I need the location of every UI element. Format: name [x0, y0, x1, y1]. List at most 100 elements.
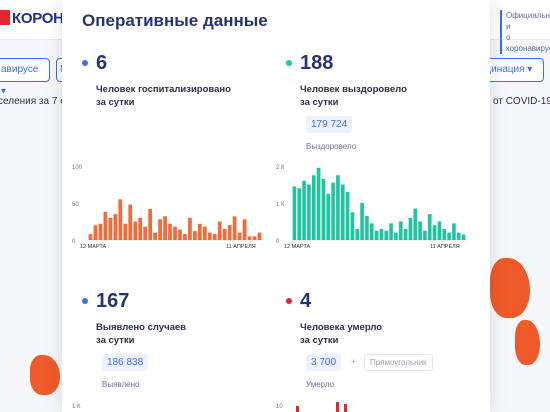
bar	[158, 219, 162, 240]
bar	[183, 234, 187, 240]
bar	[360, 203, 364, 240]
total-label: Выздоровело	[306, 142, 357, 151]
plus-icon: +	[351, 357, 356, 366]
bar	[88, 234, 93, 240]
bar	[307, 184, 311, 240]
detected-chart: 1 К	[70, 398, 270, 412]
bar	[108, 217, 113, 240]
stat-recovered: 188 Человек выздоровело за сутки 179 724…	[286, 52, 476, 162]
bar	[384, 230, 389, 240]
official-info-text: Официальный и о коронавирусе	[500, 10, 550, 54]
operational-data-modal: Оперативные данные 6 Человек госпитализи…	[62, 0, 490, 412]
stat-detected: 167 Выявлено случаев за сутки 186 838 Вы…	[82, 290, 272, 400]
background-text-left: селения за 7 сут	[0, 96, 75, 107]
bar	[336, 175, 340, 240]
stat-label: Человек выздоровело за сутки	[300, 84, 407, 108]
bar	[138, 217, 143, 240]
dot-icon	[286, 298, 292, 304]
bar	[442, 228, 447, 240]
bar	[118, 199, 123, 240]
stat-value: 188	[300, 52, 334, 74]
stat-value: 4	[300, 290, 312, 312]
chart-svg: 1 К	[72, 404, 81, 410]
dot-icon	[82, 298, 88, 304]
map-region	[30, 355, 60, 395]
total-label: Умерло	[306, 380, 335, 389]
bar	[292, 186, 297, 240]
bar	[143, 226, 148, 240]
nav-dropdown-left[interactable]: авирусе ▾	[0, 58, 50, 97]
bar	[355, 228, 360, 240]
y-tick-label: 2 К	[276, 165, 285, 171]
bar	[336, 402, 339, 412]
bar	[296, 406, 299, 412]
total-label: Выявлено	[102, 380, 140, 389]
recovered-chart: 2 К 1 К 0 12 МАРТА 11 АПРЕЛЯ	[274, 160, 474, 252]
y-tick-label: 0	[276, 239, 280, 245]
bar	[212, 234, 217, 240]
stat-label: Человек госпитализировано за сутки	[96, 84, 231, 108]
chart-svg: 10	[276, 402, 347, 412]
bar	[350, 212, 355, 240]
bar	[389, 223, 393, 240]
bar	[197, 223, 202, 240]
bar	[432, 225, 437, 240]
bar	[413, 208, 418, 240]
bar	[237, 232, 242, 240]
bar	[227, 225, 232, 240]
bar	[222, 228, 227, 240]
bar	[123, 223, 128, 240]
bar	[257, 232, 262, 240]
map-region	[490, 258, 530, 318]
bar	[344, 404, 347, 412]
y-tick-label: 1 К	[72, 404, 81, 410]
deaths-chart: 10	[274, 398, 474, 412]
bar	[345, 191, 350, 240]
bar	[331, 182, 335, 240]
y-tick-label: 1 К	[276, 202, 285, 208]
y-tick-label: 50	[72, 202, 79, 208]
bar	[311, 175, 316, 240]
bar	[437, 221, 442, 240]
x-end-label: 11 АПРЕЛЯ	[226, 244, 256, 250]
bar	[340, 184, 345, 240]
bar	[374, 230, 379, 240]
bar	[178, 229, 182, 240]
bar	[93, 225, 98, 240]
bar	[247, 236, 252, 240]
bar	[98, 223, 103, 240]
bar	[217, 221, 222, 240]
y-tick-label: 10	[276, 404, 283, 410]
bar	[148, 208, 153, 240]
total-badge: 179 724	[306, 116, 353, 133]
bar	[321, 178, 326, 240]
bar	[173, 226, 177, 240]
bar	[232, 216, 237, 240]
bar	[418, 221, 422, 240]
bar	[302, 180, 306, 240]
chart-svg: 2 К 1 К 0 12 МАРТА 11 АПРЕЛЯ	[276, 165, 466, 250]
total-badge: 186 838	[102, 354, 149, 371]
bar	[163, 216, 167, 240]
flag-icon	[0, 10, 10, 25]
bar	[408, 217, 413, 240]
dot-icon	[286, 60, 292, 66]
background-text-right: от COVID-19	[493, 96, 550, 107]
x-end-label: 11 АПРЕЛЯ	[430, 244, 460, 250]
y-tick-label: 0	[72, 239, 76, 245]
stat-value: 6	[96, 52, 108, 74]
bar	[394, 232, 398, 240]
chart-svg: 100 50 0 12 МАРТА 11 АПРЕЛЯ	[72, 165, 262, 250]
bar	[403, 228, 408, 240]
bar	[128, 204, 133, 240]
bar	[193, 231, 197, 240]
bar	[398, 221, 403, 240]
map-region	[515, 320, 540, 365]
bar	[447, 232, 451, 240]
modal-title: Оперативные данные	[82, 11, 268, 30]
hospitalized-chart: 100 50 0 12 МАРТА 11 АПРЕЛЯ	[70, 160, 270, 252]
stat-deaths: 4 Человека умерло за сутки 3 700 + Прямо…	[286, 290, 486, 400]
bar	[423, 230, 427, 240]
total-badge: 3 700	[306, 354, 342, 371]
bar	[133, 221, 138, 240]
